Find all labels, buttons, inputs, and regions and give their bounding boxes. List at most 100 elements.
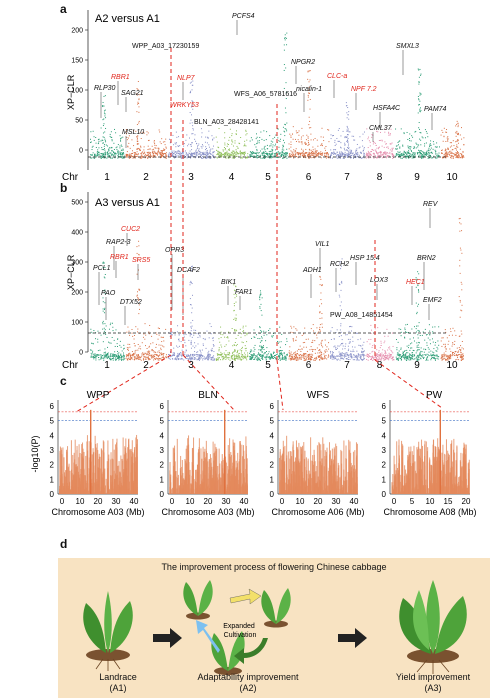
y-tick-label: 1 <box>160 475 165 484</box>
y-tick-label: 0 <box>270 490 275 499</box>
chromosome-label: 4 <box>229 172 235 180</box>
x-tick-label: 40 <box>350 497 359 506</box>
chromosome-label: 5 <box>265 172 271 180</box>
stage-landrace-name: Landrace <box>99 672 137 682</box>
stage-yield-code: (A3) <box>424 683 442 693</box>
y-tick-label: 2 <box>382 461 387 470</box>
stage-adaptability-code: (A2) <box>239 683 257 693</box>
gene-label: NLP7 <box>177 75 196 82</box>
chromosome-label: 7 <box>344 172 350 180</box>
y-tick-label: 0 <box>79 148 83 155</box>
chromosome-label: 1 <box>104 172 110 180</box>
x-axis-label: Chromosome A08 (Mb) <box>383 507 476 517</box>
panel-b-gene-labels: REV CUC2 RAP2-3 PCL1 RBR1 SRS5 PAO DTX52 OPR3 DCA… <box>93 201 442 325</box>
panel-b-title: A3 versus A1 <box>95 197 160 209</box>
y-axis-label: -log10(P) <box>30 435 40 472</box>
panel-b-chr-label: Chr <box>62 360 79 370</box>
x-tick-label: 10 <box>296 497 305 506</box>
x-axis-label: Chromosome A03 (Mb) <box>161 507 254 517</box>
chromosome-label: 7 <box>344 360 350 370</box>
gene-label: EMF2 <box>423 297 442 304</box>
y-tick-label: 3 <box>160 446 165 455</box>
x-tick-label: 5 <box>410 497 415 506</box>
gene-label: PCL1 <box>93 265 111 272</box>
gene-label: RBR1 <box>111 74 130 81</box>
x-axis-label: Chromosome A03 (Mb) <box>51 507 144 517</box>
arrow-right-icon <box>338 628 367 648</box>
y-tick-label: 5 <box>160 417 165 426</box>
x-tick-label: 0 <box>280 497 285 506</box>
y-tick-label: 50 <box>75 118 83 125</box>
gene-label: SMXL3 <box>396 43 419 50</box>
x-tick-label: 30 <box>112 497 121 506</box>
y-tick-label: 6 <box>160 402 165 411</box>
panel-b-chromosome-labels: 1 2 3 4 5 6 7 8 9 10 <box>104 360 458 370</box>
panel-d-title: The improvement process of flowering Chi… <box>161 562 387 572</box>
panel-b-yticks: 0 100 200 300 400 500 <box>71 200 88 357</box>
y-tick-label: 4 <box>382 431 387 440</box>
snp-label: BLN_A03_28428141 <box>194 119 259 126</box>
panel-letter-a: a <box>60 2 67 16</box>
manhattan-plot-b: A3 versus A1 XP−CLR 0 100 200 300 400 500 Chr… <box>62 192 464 370</box>
y-tick-label: 2 <box>50 461 55 470</box>
gene-label: SRS5 <box>132 257 150 264</box>
y-tick-label: 100 <box>71 320 83 327</box>
arrow-right-icon <box>153 628 182 648</box>
y-tick-label: 4 <box>160 431 165 440</box>
gene-label: HSP 15.4 <box>350 255 380 262</box>
x-tick-label: 10 <box>426 497 435 506</box>
y-tick-label: 5 <box>382 417 387 426</box>
process-illustration: Expanded Cultivation <box>83 580 467 675</box>
x-tick-label: 15 <box>444 497 453 506</box>
y-tick-label: 2 <box>160 461 165 470</box>
y-tick-label: 4 <box>270 431 275 440</box>
gene-label: SAG21 <box>121 90 144 97</box>
y-tick-label: 0 <box>79 350 83 357</box>
chromosome-label: 9 <box>414 360 420 370</box>
chromosome-label: 3 <box>188 360 194 370</box>
connector-lines <box>75 48 443 413</box>
x-tick-label: 0 <box>60 497 65 506</box>
panel-letter-b: b <box>60 181 68 195</box>
expanded-cultivation-label: Expanded Cultivation <box>223 623 256 639</box>
y-tick-label: 0 <box>160 490 165 499</box>
stage-yield: Yield improvement (A3) <box>378 672 488 694</box>
panel-a-gene-labels: RLP30 RBR1 SAG21 MSL10 NLP7 WRKY53 PCFS4 NPGR2 n… <box>94 13 447 148</box>
gene-label: HSFA4C <box>373 105 401 112</box>
snp-label: WFS_A06_5781616 <box>234 91 297 98</box>
panel-a-points <box>90 32 465 159</box>
chromosome-label: 8 <box>377 172 383 180</box>
y-tick-label: 100 <box>71 88 83 95</box>
x-axis-label: Chromosome A06 (Mb) <box>271 507 364 517</box>
y-tick-label: 1 <box>382 475 387 484</box>
chromosome-label: 8 <box>377 360 383 370</box>
gene-label: NPF 7.2 <box>351 86 377 93</box>
gene-label: HEC1 <box>406 279 425 286</box>
gene-label: OPR3 <box>165 247 184 254</box>
gene-label: RCH2 <box>330 261 349 268</box>
panel-b-points <box>90 217 464 361</box>
gene-label: PCFS4 <box>232 13 255 20</box>
gene-label: CUC2 <box>121 226 140 233</box>
y-tick-label: 3 <box>270 446 275 455</box>
x-tick-label: 0 <box>170 497 175 506</box>
y-tick-label: 400 <box>71 230 83 237</box>
yield-plant-icon <box>399 580 467 674</box>
gene-label: CLC-a <box>327 73 347 80</box>
x-tick-label: 20 <box>314 497 323 506</box>
panel-letter-d: d <box>60 537 68 551</box>
gene-label: ADH1 <box>302 267 322 274</box>
y-tick-label: 200 <box>71 290 83 297</box>
panel-letter-c: c <box>60 374 67 388</box>
gene-label: REV <box>423 201 439 208</box>
y-tick-label: 4 <box>50 431 55 440</box>
stage-adaptability-name: Adaptability improvement <box>197 672 299 682</box>
x-tick-label: 20 <box>94 497 103 506</box>
adaptability-plants-icon <box>183 580 291 675</box>
stage-landrace-code: (A1) <box>109 683 127 693</box>
gene-label: FAR1 <box>235 289 252 296</box>
